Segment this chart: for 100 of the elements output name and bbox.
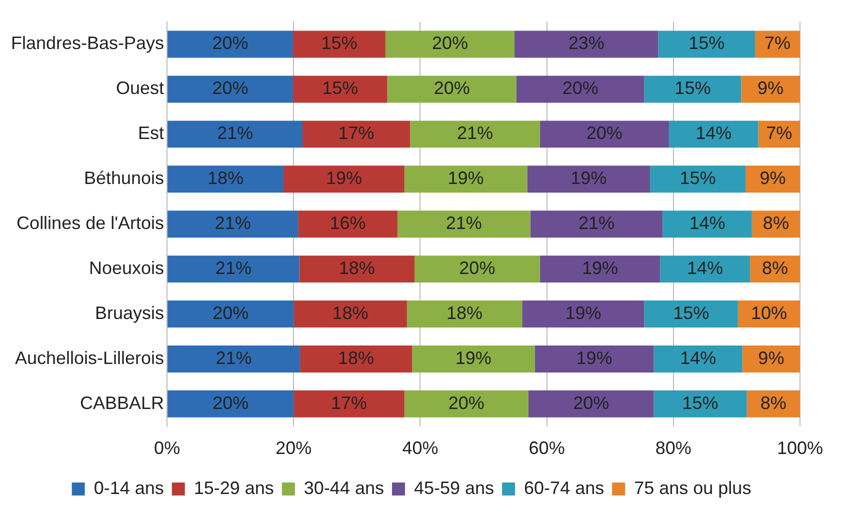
data-label: 16% [330, 213, 366, 234]
bar [540, 256, 660, 283]
bar [299, 256, 415, 283]
bar [660, 256, 750, 283]
y-tick-label: Bruaysis [95, 302, 164, 323]
bar [168, 30, 294, 58]
bar [654, 390, 747, 418]
bar [522, 300, 644, 328]
data-label: 18% [208, 168, 244, 188]
bar [168, 300, 294, 328]
data-label: 19% [582, 258, 618, 278]
bar [644, 300, 738, 328]
y-tick-label: Collines de l'Artois [16, 213, 164, 234]
data-label: 21% [217, 123, 254, 144]
bar [530, 210, 663, 238]
bar [414, 256, 540, 283]
bar [168, 345, 300, 372]
bar [168, 210, 298, 238]
data-label: 14% [696, 123, 732, 144]
bar [302, 120, 410, 148]
data-label: 20% [432, 33, 468, 54]
y-tick-label: Flandres-Bas-Pays [10, 33, 164, 54]
bar [527, 166, 650, 193]
bar [293, 76, 388, 103]
bar [168, 256, 300, 283]
y-tick-label: Ouest [116, 78, 164, 98]
data-label: 14% [689, 213, 726, 234]
x-tick-label: 60% [528, 438, 565, 458]
bar [410, 120, 540, 148]
bar [741, 76, 800, 103]
data-label: 15% [688, 33, 725, 54]
data-label: 19% [565, 302, 602, 323]
x-tick-label: 20% [276, 438, 312, 458]
data-label: 15% [682, 392, 718, 413]
bar [406, 300, 522, 328]
bar [168, 166, 284, 193]
bar [168, 120, 302, 148]
data-label: 9% [758, 78, 784, 98]
data-label: 19% [326, 168, 362, 188]
bar [516, 76, 644, 103]
bar [412, 345, 535, 372]
data-label: 21% [216, 348, 252, 368]
bar [293, 30, 386, 58]
x-tick-label: 40% [402, 438, 438, 458]
bar [294, 390, 404, 418]
data-label: 7% [764, 33, 791, 54]
x-tick-label: 80% [655, 438, 692, 458]
bar [644, 76, 742, 103]
bar [534, 345, 654, 372]
x-tick-label: 0% [154, 438, 180, 458]
y-tick-label: Noeuxois [89, 258, 164, 278]
data-label: 15% [322, 78, 358, 98]
data-label: 7% [766, 123, 792, 144]
data-label: 21% [214, 213, 251, 234]
data-label: 20% [459, 258, 496, 278]
y-tick-label: Est [138, 123, 164, 144]
bar [397, 210, 530, 238]
bar [404, 166, 528, 193]
data-label: 19% [448, 168, 484, 188]
data-label: 14% [687, 258, 724, 278]
data-label: 18% [338, 258, 375, 278]
data-label: 8% [762, 258, 788, 278]
data-label: 18% [338, 348, 374, 368]
bar [298, 210, 398, 238]
data-label: 21% [215, 258, 252, 278]
data-label: 18% [332, 302, 368, 323]
bar [650, 166, 746, 193]
legend-label: 30-44 ans [304, 478, 384, 498]
data-label: 20% [212, 78, 248, 98]
data-label: 20% [212, 33, 248, 54]
data-label: 15% [680, 168, 716, 188]
data-label: 14% [680, 348, 716, 368]
data-label: 21% [578, 213, 615, 234]
data-label: 21% [456, 123, 493, 144]
data-label: 20% [212, 302, 249, 323]
legend-label: 45-59 ans [414, 478, 494, 498]
legend-label: 0-14 ans [94, 478, 164, 498]
data-label: 20% [573, 392, 610, 413]
legend-label: 15-29 ans [194, 478, 274, 498]
data-label: 8% [760, 392, 786, 413]
data-label: 20% [562, 78, 598, 98]
y-tick-label: CABBALR [80, 392, 164, 413]
bar [404, 390, 528, 418]
bar [284, 166, 404, 193]
data-label: 19% [576, 348, 612, 368]
bar [300, 345, 412, 372]
data-label: 15% [321, 33, 358, 54]
legend-label: 60-74 ans [524, 478, 604, 498]
data-label: 15% [674, 78, 711, 98]
bar [514, 30, 658, 58]
bar [654, 345, 742, 372]
data-label: 10% [750, 302, 787, 323]
data-label: 15% [673, 302, 710, 323]
bar [168, 76, 294, 103]
data-label: 18% [446, 302, 483, 323]
data-label: 8% [762, 213, 789, 234]
legend-label: 75 ans ou plus [634, 478, 752, 498]
bar [658, 30, 756, 58]
data-label: 9% [758, 348, 784, 368]
x-tick-label: 100% [776, 438, 824, 458]
